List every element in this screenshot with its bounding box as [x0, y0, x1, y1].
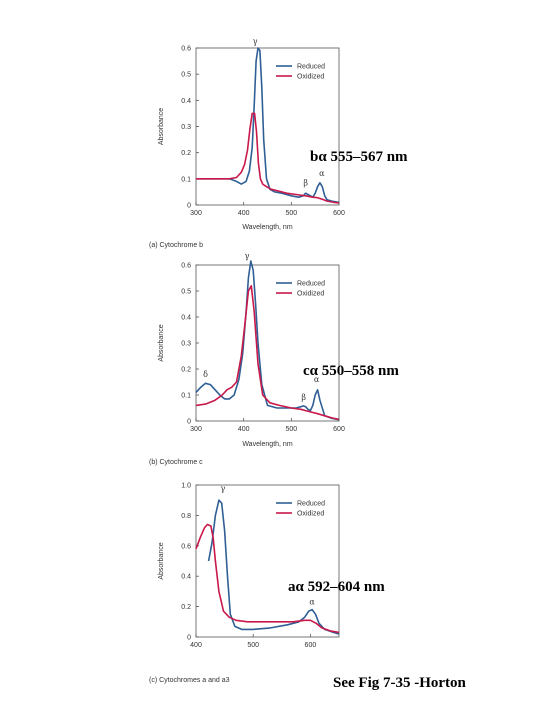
- peak-annotation: β: [303, 178, 308, 187]
- y-tick-label: 0: [187, 203, 191, 210]
- legend-label-oxidized: Oxidized: [297, 74, 324, 81]
- x-tick-label: 500: [285, 210, 297, 217]
- legend-label-reduced: Reduced: [297, 281, 325, 288]
- x-tick-label: 400: [238, 426, 250, 433]
- peak-annotation: δ: [203, 370, 208, 379]
- y-tick-label: 0.1: [181, 176, 191, 183]
- peak-annotation: α: [319, 169, 325, 178]
- x-axis-label: Wavelength, nm: [242, 441, 292, 448]
- y-tick-label: 0.2: [181, 604, 191, 611]
- peak-annotation: γ: [220, 484, 225, 493]
- source-reference: See Fig 7-35 -Horton: [333, 675, 466, 692]
- series-line-reduced: [209, 500, 339, 634]
- y-tick-label: 0.2: [181, 150, 191, 157]
- series-line-oxidized: [196, 286, 339, 420]
- chart-panel-1: 0 0.1 0.2 0.3 0.4 0.5 0.6 300 400 500 600 Wavelengt…: [149, 252, 345, 467]
- y-tick-label: 0.4: [181, 574, 191, 581]
- chart-panel-0: 0 0.1 0.2 0.3 0.4 0.5 0.6 300 400 500 600 Wavelengt…: [149, 37, 345, 249]
- y-tick-label: 0.4: [181, 315, 191, 322]
- legend-label-oxidized: Oxidized: [297, 291, 324, 298]
- y-tick-label: 0: [187, 419, 191, 426]
- x-tick-label: 300: [190, 426, 202, 433]
- y-tick-label: 0.1: [181, 393, 191, 400]
- x-tick-label: 400: [190, 642, 202, 649]
- peak-annotation: α: [309, 597, 315, 606]
- y-tick-label: 0.6: [181, 263, 191, 270]
- y-tick-label: 0.2: [181, 367, 191, 374]
- y-tick-label: 0.3: [181, 341, 191, 348]
- y-tick-label: 0: [187, 635, 191, 642]
- legend-label-reduced: Reduced: [297, 501, 325, 508]
- y-tick-label: 0.5: [181, 289, 191, 296]
- peak-annotation: β: [301, 393, 306, 402]
- legend-label-reduced: Reduced: [297, 64, 325, 71]
- y-axis-label: Absorbance: [158, 542, 165, 579]
- label-cytochrome-b-alpha-range: bα 555–567 nm: [310, 149, 408, 166]
- x-axis-label: Wavelength, nm: [242, 224, 292, 231]
- chart-caption: (c) Cytochromes a and a3: [149, 677, 230, 684]
- chart-caption: (b) Cytochrome c: [149, 459, 203, 466]
- y-tick-label: 0.6: [181, 543, 191, 550]
- legend-label-oxidized: Oxidized: [297, 511, 324, 518]
- y-axis-label: Absorbance: [158, 324, 165, 361]
- label-cytochrome-c-alpha-range: cα 550–558 nm: [303, 363, 399, 380]
- y-tick-label: 0.5: [181, 72, 191, 79]
- chart-caption: (a) Cytochrome b: [149, 242, 203, 249]
- y-tick-label: 1.0: [181, 483, 191, 490]
- x-tick-label: 300: [190, 210, 202, 217]
- x-tick-label: 400: [238, 210, 250, 217]
- x-tick-label: 600: [305, 642, 317, 649]
- x-tick-label: 500: [285, 426, 297, 433]
- y-tick-label: 0.8: [181, 513, 191, 520]
- y-tick-label: 0.4: [181, 98, 191, 105]
- peak-annotation: γ: [245, 252, 250, 261]
- x-tick-label: 600: [333, 210, 345, 217]
- y-tick-label: 0.3: [181, 124, 191, 131]
- label-cytochrome-a-alpha-range: aα 592–604 nm: [288, 579, 385, 596]
- peak-annotation: γ: [253, 37, 258, 46]
- x-tick-label: 600: [333, 426, 345, 433]
- y-tick-label: 0.6: [181, 46, 191, 53]
- y-axis-label: Absorbance: [158, 108, 165, 145]
- x-tick-label: 500: [247, 642, 259, 649]
